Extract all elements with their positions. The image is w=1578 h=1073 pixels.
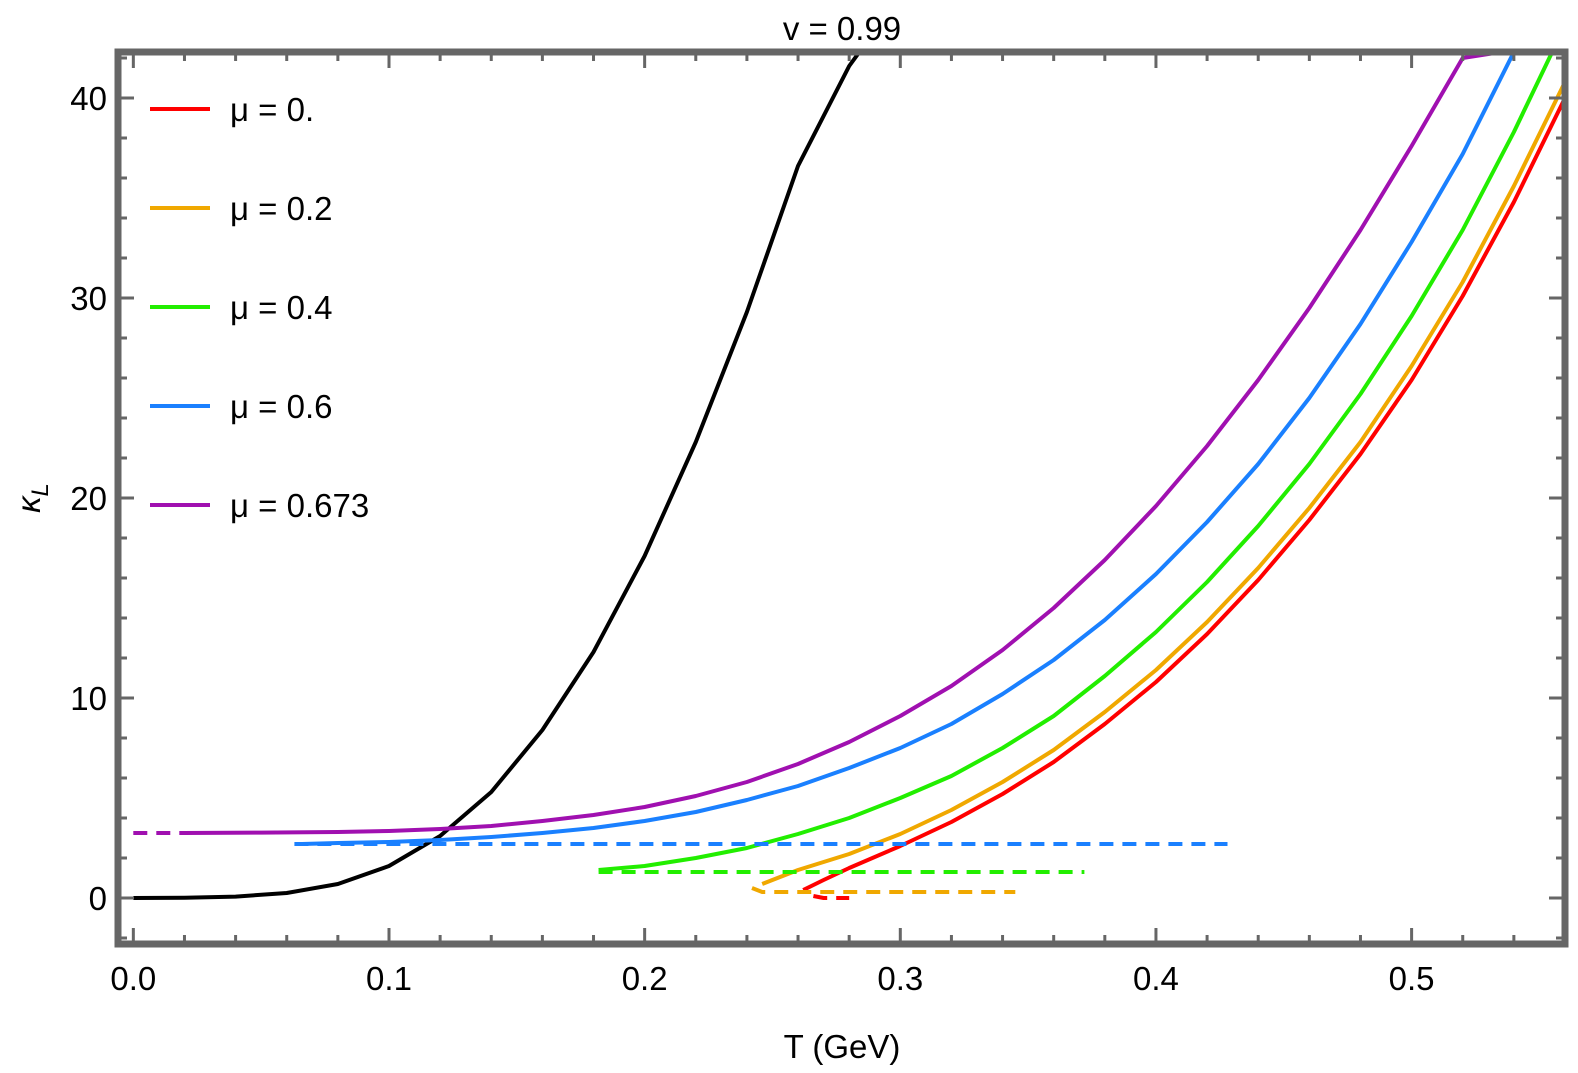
- x-axis-title: T (GeV): [784, 1028, 901, 1065]
- series-line-2: [813, 894, 850, 900]
- legend-item: μ = 0.4: [150, 289, 333, 326]
- x-tick-labels: 0.0 0.1 0.2 0.3 0.4 0.5: [110, 960, 1434, 997]
- legend-item: μ = 0.673: [150, 487, 369, 524]
- y-tick-label: 20: [70, 480, 107, 517]
- series-line-9: [184, 52, 1502, 835]
- series-line-1: [802, 97, 1565, 892]
- legend: μ = 0. μ = 0.2 μ = 0.4 μ = 0.6 μ = 0.673: [150, 91, 369, 524]
- y-axis-title-main: κ: [10, 495, 47, 513]
- y-axis-title: κL: [10, 483, 54, 513]
- series-line-0: [133, 52, 862, 900]
- legend-label: μ = 0.6: [230, 388, 333, 425]
- tick-layer: [118, 52, 1567, 944]
- legend-label: μ = 0.673: [230, 487, 369, 524]
- series-line-7: [302, 52, 1516, 846]
- x-tick-label: 0.0: [110, 960, 156, 997]
- legend-item: μ = 0.: [150, 91, 314, 128]
- x-tick-label: 0.3: [877, 960, 923, 997]
- x-tick-label: 0.1: [366, 960, 412, 997]
- y-tick-label: 30: [70, 280, 107, 317]
- y-axis-title-sub: L: [27, 483, 54, 496]
- x-tick-label: 0.2: [622, 960, 668, 997]
- legend-label: μ = 0.2: [230, 190, 333, 227]
- legend-label: μ = 0.4: [230, 289, 333, 326]
- y-tick-labels: 0 10 20 30 40: [70, 80, 107, 917]
- x-tick-label: 0.5: [1389, 960, 1435, 997]
- series-line-3: [761, 81, 1565, 886]
- legend-item: μ = 0.2: [150, 190, 333, 227]
- series-line-4: [751, 886, 1016, 894]
- legend-label: μ = 0.: [230, 91, 314, 128]
- y-tick-label: 0: [89, 880, 107, 917]
- y-tick-label: 40: [70, 80, 107, 117]
- series-layer: [133, 52, 1565, 900]
- chart-title: v = 0.99: [783, 10, 901, 47]
- x-tick-label: 0.4: [1133, 960, 1179, 997]
- y-tick-label: 10: [70, 680, 107, 717]
- legend-item: μ = 0.6: [150, 388, 333, 425]
- svg-text:κL: κL: [10, 483, 54, 513]
